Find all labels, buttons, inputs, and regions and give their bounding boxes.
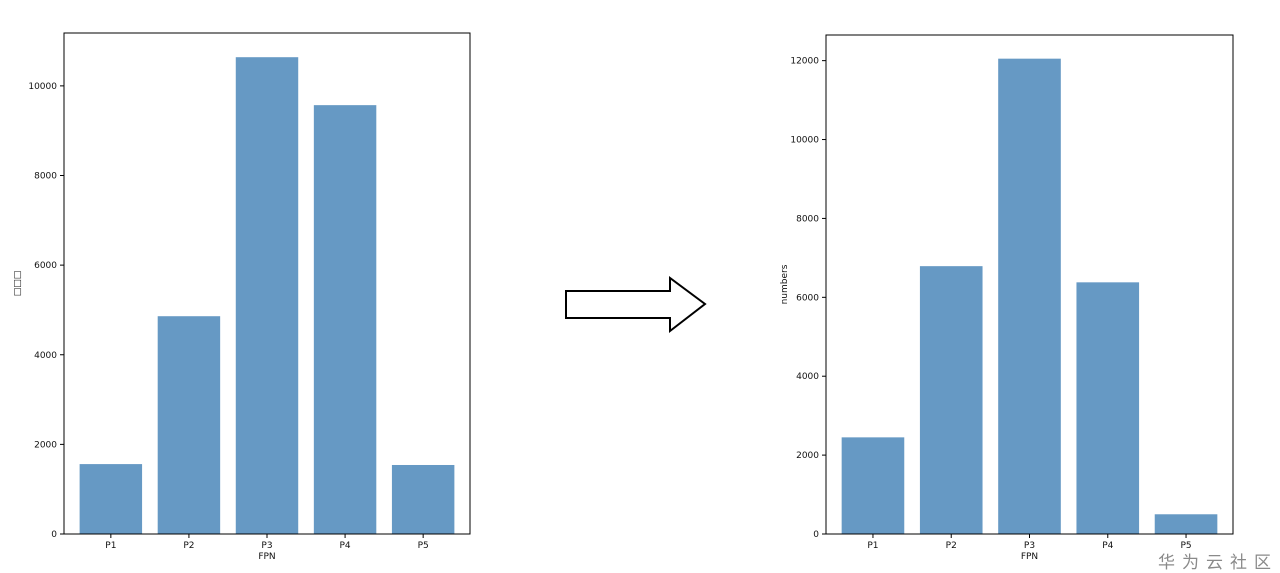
x-tick-label: P5 [1180, 541, 1191, 551]
bar-P5 [391, 464, 455, 534]
bar-P1 [841, 437, 905, 534]
x-tick-label: P4 [339, 541, 350, 551]
y-tick-label: 6000 [796, 293, 819, 303]
x-tick-label: P3 [261, 541, 272, 551]
bar-P1 [79, 464, 143, 534]
y-axis-label: □□□ [13, 271, 23, 297]
x-tick-label: P3 [1024, 541, 1035, 551]
x-axis-label: FPN [1021, 552, 1038, 562]
chart-right: P1 P2 P3 P4 P5 0 2000 4000 6000 8000 10000 12000 FPN… [780, 34, 1234, 562]
axes-frame [63, 32, 471, 535]
y-tick-label: 4000 [796, 372, 819, 382]
arrow-right-icon [565, 276, 707, 334]
axes-frame [825, 34, 1234, 535]
x-tick-label: P2 [946, 541, 957, 551]
x-axis-label: FPN [258, 552, 275, 562]
y-tick-label: 0 [51, 530, 57, 540]
chart-left: P1 P2 P3 P4 P5 0 2000 4000 6000 8000 10000 FPN □□□ [13, 32, 471, 562]
bar-P5 [1154, 514, 1218, 534]
y-tick-label: 12000 [790, 57, 819, 67]
y-axis-label: numbers [780, 264, 790, 304]
y-tick-label: 10000 [28, 82, 57, 92]
bar-P4 [1076, 282, 1140, 534]
x-tick-label: P2 [183, 541, 194, 551]
x-tick-label: P1 [105, 541, 116, 551]
bar-P2 [919, 266, 983, 534]
x-tick-label: P5 [418, 541, 429, 551]
watermark: 华为云社区 [1158, 553, 1278, 573]
y-tick-label: 6000 [34, 261, 57, 271]
y-tick-label: 4000 [34, 351, 57, 361]
bar-P4 [313, 105, 377, 534]
y-tick-label: 2000 [796, 451, 819, 461]
bar-P2 [157, 316, 221, 534]
x-tick-label: P1 [867, 541, 878, 551]
y-tick-label: 2000 [34, 440, 57, 450]
x-tick-label: P4 [1102, 541, 1113, 551]
bar-P3 [998, 58, 1061, 535]
y-tick-label: 8000 [796, 214, 819, 224]
y-tick-label: 8000 [34, 172, 57, 182]
y-tick-label: 10000 [790, 136, 819, 146]
bar-P3 [235, 57, 299, 534]
y-tick-label: 0 [813, 530, 819, 540]
